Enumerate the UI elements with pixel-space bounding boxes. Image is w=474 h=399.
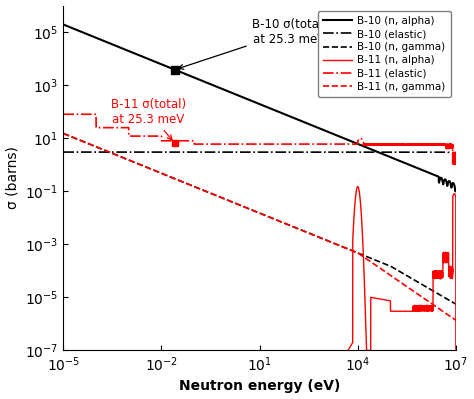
B-11 (n, alpha) xyxy=(355,184,361,189)
B-10 (elastic) xyxy=(84,150,90,154)
B-11 (n, gamma) xyxy=(77,138,82,142)
Text: B-11 σ(total)
at 25.3 meV: B-11 σ(total) at 25.3 meV xyxy=(111,97,186,140)
B-11 (elastic) xyxy=(432,142,438,147)
B-11 (n, alpha) xyxy=(453,348,459,353)
B-11 (elastic) xyxy=(453,156,459,161)
B-10 (elastic) xyxy=(61,150,66,154)
B-11 (n, gamma) xyxy=(84,140,90,145)
B-10 (elastic) xyxy=(432,150,438,154)
Line: B-11 (n, gamma): B-11 (n, gamma) xyxy=(64,133,456,320)
B-11 (elastic) xyxy=(62,112,68,117)
B-11 (n, gamma) xyxy=(453,318,459,323)
B-10 (n, gamma) xyxy=(77,138,82,142)
B-11 (elastic) xyxy=(451,162,456,167)
Line: B-11 (elastic): B-11 (elastic) xyxy=(64,114,456,165)
X-axis label: Neutron energy (eV): Neutron energy (eV) xyxy=(179,379,340,393)
B-11 (n, gamma) xyxy=(252,209,258,213)
B-11 (elastic) xyxy=(77,112,82,117)
B-10 (elastic) xyxy=(77,150,82,154)
Line: B-11 (n, alpha): B-11 (n, alpha) xyxy=(64,187,456,399)
B-11 (n, gamma) xyxy=(61,131,66,136)
B-10 (n, gamma) xyxy=(62,132,68,136)
B-10 (n, gamma) xyxy=(432,290,438,294)
B-11 (n, gamma) xyxy=(62,132,68,136)
B-11 (elastic) xyxy=(137,134,143,138)
Line: B-10 (n, gamma): B-10 (n, gamma) xyxy=(64,133,456,304)
B-11 (elastic) xyxy=(61,112,66,117)
B-10 (n, alpha) xyxy=(432,173,438,178)
Line: B-10 (n, alpha): B-10 (n, alpha) xyxy=(64,24,456,192)
B-10 (n, gamma) xyxy=(137,162,143,167)
B-10 (n, gamma) xyxy=(252,209,258,213)
B-10 (elastic) xyxy=(252,150,258,154)
B-10 (n, alpha) xyxy=(453,189,458,194)
B-10 (n, alpha) xyxy=(61,22,66,27)
B-10 (n, alpha) xyxy=(77,29,82,34)
B-11 (n, alpha) xyxy=(432,275,438,280)
Y-axis label: σ (barns): σ (barns) xyxy=(6,146,19,209)
Line: B-10 (elastic): B-10 (elastic) xyxy=(64,152,456,153)
Text: B-10 σ(total)
at 25.3 meV: B-10 σ(total) at 25.3 meV xyxy=(179,18,327,69)
B-11 (n, gamma) xyxy=(137,162,143,167)
B-10 (elastic) xyxy=(453,151,459,156)
B-10 (n, alpha) xyxy=(453,188,459,192)
B-11 (n, gamma) xyxy=(432,304,438,308)
B-10 (n, gamma) xyxy=(61,131,66,136)
B-10 (n, alpha) xyxy=(62,23,68,28)
B-11 (elastic) xyxy=(252,142,258,146)
B-10 (n, alpha) xyxy=(84,32,90,36)
B-10 (n, gamma) xyxy=(84,140,90,145)
B-10 (elastic) xyxy=(137,150,143,154)
B-10 (n, gamma) xyxy=(453,302,459,306)
Legend: B-10 (n, alpha), B-10 (elastic), B-10 (n, gamma), B-11 (n, alpha), B-11 (elastic: B-10 (n, alpha), B-10 (elastic), B-10 (n… xyxy=(318,11,451,97)
B-10 (n, alpha) xyxy=(137,53,143,58)
B-10 (n, alpha) xyxy=(252,100,258,105)
B-10 (elastic) xyxy=(62,150,68,154)
B-11 (elastic) xyxy=(84,112,90,117)
